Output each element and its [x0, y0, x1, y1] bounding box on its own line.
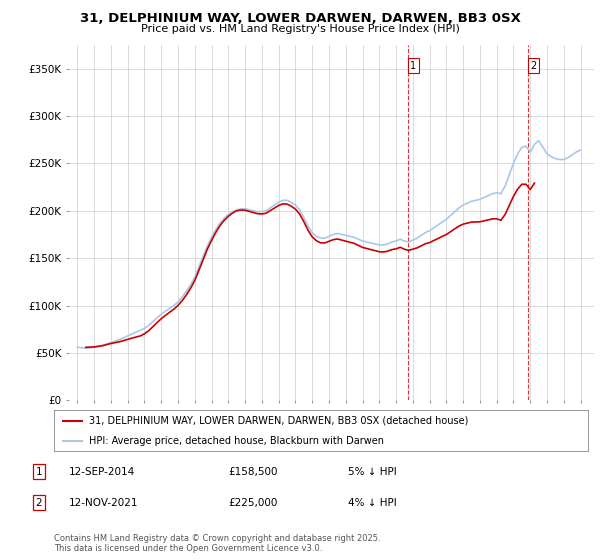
Text: 31, DELPHINIUM WAY, LOWER DARWEN, DARWEN, BB3 0SX: 31, DELPHINIUM WAY, LOWER DARWEN, DARWEN… — [80, 12, 520, 25]
Text: Contains HM Land Registry data © Crown copyright and database right 2025.
This d: Contains HM Land Registry data © Crown c… — [54, 534, 380, 553]
Text: 4% ↓ HPI: 4% ↓ HPI — [348, 498, 397, 507]
Text: 5% ↓ HPI: 5% ↓ HPI — [348, 467, 397, 477]
Text: 1: 1 — [35, 467, 43, 477]
Text: 2: 2 — [530, 61, 537, 71]
Text: 31, DELPHINIUM WAY, LOWER DARWEN, DARWEN, BB3 0SX (detached house): 31, DELPHINIUM WAY, LOWER DARWEN, DARWEN… — [89, 416, 468, 426]
Text: 12-NOV-2021: 12-NOV-2021 — [69, 498, 139, 507]
Text: £158,500: £158,500 — [228, 467, 277, 477]
Text: 2: 2 — [35, 498, 43, 507]
Text: £225,000: £225,000 — [228, 498, 277, 507]
Text: HPI: Average price, detached house, Blackburn with Darwen: HPI: Average price, detached house, Blac… — [89, 436, 384, 446]
Text: 12-SEP-2014: 12-SEP-2014 — [69, 467, 135, 477]
Text: 1: 1 — [410, 61, 416, 71]
Text: Price paid vs. HM Land Registry's House Price Index (HPI): Price paid vs. HM Land Registry's House … — [140, 24, 460, 34]
